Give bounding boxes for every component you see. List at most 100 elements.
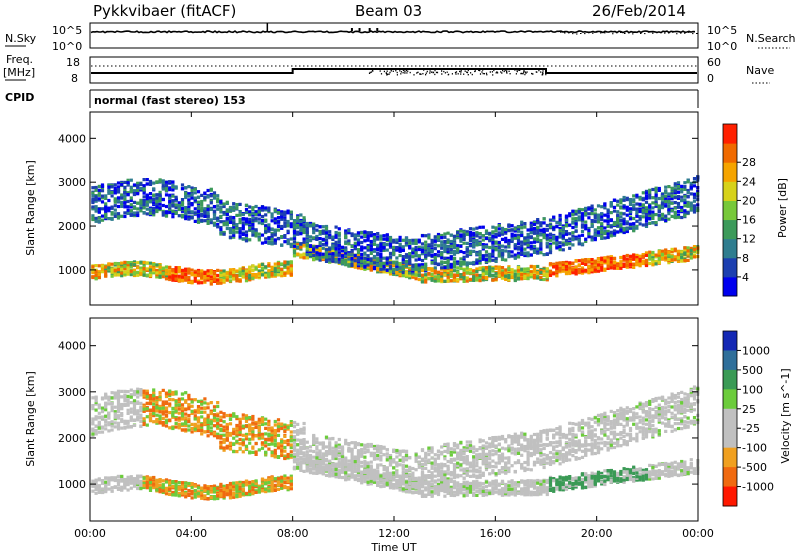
range-cell: [111, 408, 114, 411]
range-cell: [127, 209, 130, 212]
range-cell: [136, 418, 139, 421]
noise-spike: [351, 28, 353, 31]
range-cell: [357, 256, 360, 259]
range-cell: [370, 259, 373, 262]
range-cell: [661, 197, 664, 200]
range-cell: [440, 240, 443, 243]
range-cell: [255, 213, 258, 216]
range-cell: [632, 194, 635, 197]
range-cell: [491, 246, 494, 249]
range-cell: [123, 394, 126, 397]
range-cell: [655, 194, 658, 197]
range-cell: [594, 220, 597, 223]
range-cell: [645, 223, 648, 226]
range-cell: [287, 239, 290, 242]
range-cell: [482, 238, 485, 241]
range-cell: [504, 275, 507, 278]
range-cell: [178, 269, 181, 272]
range-cell: [651, 188, 654, 191]
range-cell: [136, 266, 139, 269]
range-cell: [239, 268, 242, 271]
range-cell: [440, 260, 443, 263]
range-cell: [504, 240, 507, 243]
range-cell: [136, 274, 139, 277]
range-cell: [642, 255, 645, 258]
range-cell: [440, 236, 443, 239]
range-cell: [248, 221, 251, 224]
range-cell: [357, 248, 360, 251]
range-cell: [440, 278, 443, 281]
range-cell: [379, 235, 382, 238]
range-cell: [552, 272, 555, 275]
range-cell: [667, 208, 670, 211]
range-cell: [335, 247, 338, 250]
range-cell: [104, 477, 107, 480]
range-cell: [619, 201, 622, 204]
range-cell: [162, 187, 165, 190]
range-cell: [335, 231, 338, 234]
range-cell: [98, 220, 101, 223]
range-cell: [587, 235, 590, 238]
range-cell: [587, 212, 590, 215]
range-cell: [405, 260, 408, 263]
range-cell: [149, 262, 152, 265]
range-cell: [488, 232, 491, 235]
range-cell: [290, 225, 293, 228]
range-cell: [111, 391, 114, 394]
range-cell: [143, 267, 146, 270]
range-cell: [101, 219, 104, 222]
range-cell: [491, 226, 494, 229]
range-cell: [245, 204, 248, 207]
range-cell: [648, 196, 651, 199]
range-cell: [546, 242, 549, 245]
range-cell: [421, 280, 424, 283]
range-cell: [591, 205, 594, 208]
range-cell: [642, 203, 645, 206]
range-cell: [533, 227, 536, 230]
range-cell: [203, 279, 206, 282]
range-cell: [626, 209, 629, 212]
range-cell: [683, 204, 686, 207]
range-cell: [264, 230, 267, 233]
range-cell: [283, 211, 286, 214]
range-cell: [411, 242, 414, 245]
range-cell: [191, 197, 194, 200]
range-cell: [347, 229, 350, 232]
range-cell: [149, 268, 152, 271]
range-cell: [632, 266, 635, 269]
range-cell: [379, 264, 382, 267]
range-cell: [107, 207, 110, 210]
range-cell: [463, 276, 466, 279]
range-cell: [111, 275, 114, 278]
range-cell: [267, 223, 270, 226]
range-cell: [226, 213, 229, 216]
range-cell: [511, 234, 514, 237]
range-cell: [242, 237, 245, 240]
range-cell: [287, 230, 290, 233]
range-cell: [453, 257, 456, 260]
range-cell: [315, 251, 318, 254]
range-cell: [594, 208, 597, 211]
range-cell: [152, 187, 155, 190]
range-cell: [536, 221, 539, 224]
range-cell: [485, 272, 488, 275]
range-cell: [527, 273, 530, 276]
range-cell: [264, 237, 267, 240]
range-cell: [136, 192, 139, 195]
range-cell: [146, 267, 149, 270]
range-cell: [197, 214, 200, 217]
range-cell: [600, 205, 603, 208]
range-cell: [143, 206, 146, 209]
range-cell: [549, 274, 552, 277]
range-cell: [117, 181, 120, 184]
range-cell: [293, 250, 296, 253]
range-cell: [123, 420, 126, 423]
range-cell: [683, 181, 686, 184]
range-cell: [114, 485, 117, 488]
range-cell: [335, 244, 338, 247]
range-cell: [235, 269, 238, 272]
colorbar-tick-label: 4: [742, 271, 749, 284]
range-cell: [111, 218, 114, 221]
range-cell: [671, 209, 674, 212]
range-cell: [264, 213, 267, 216]
